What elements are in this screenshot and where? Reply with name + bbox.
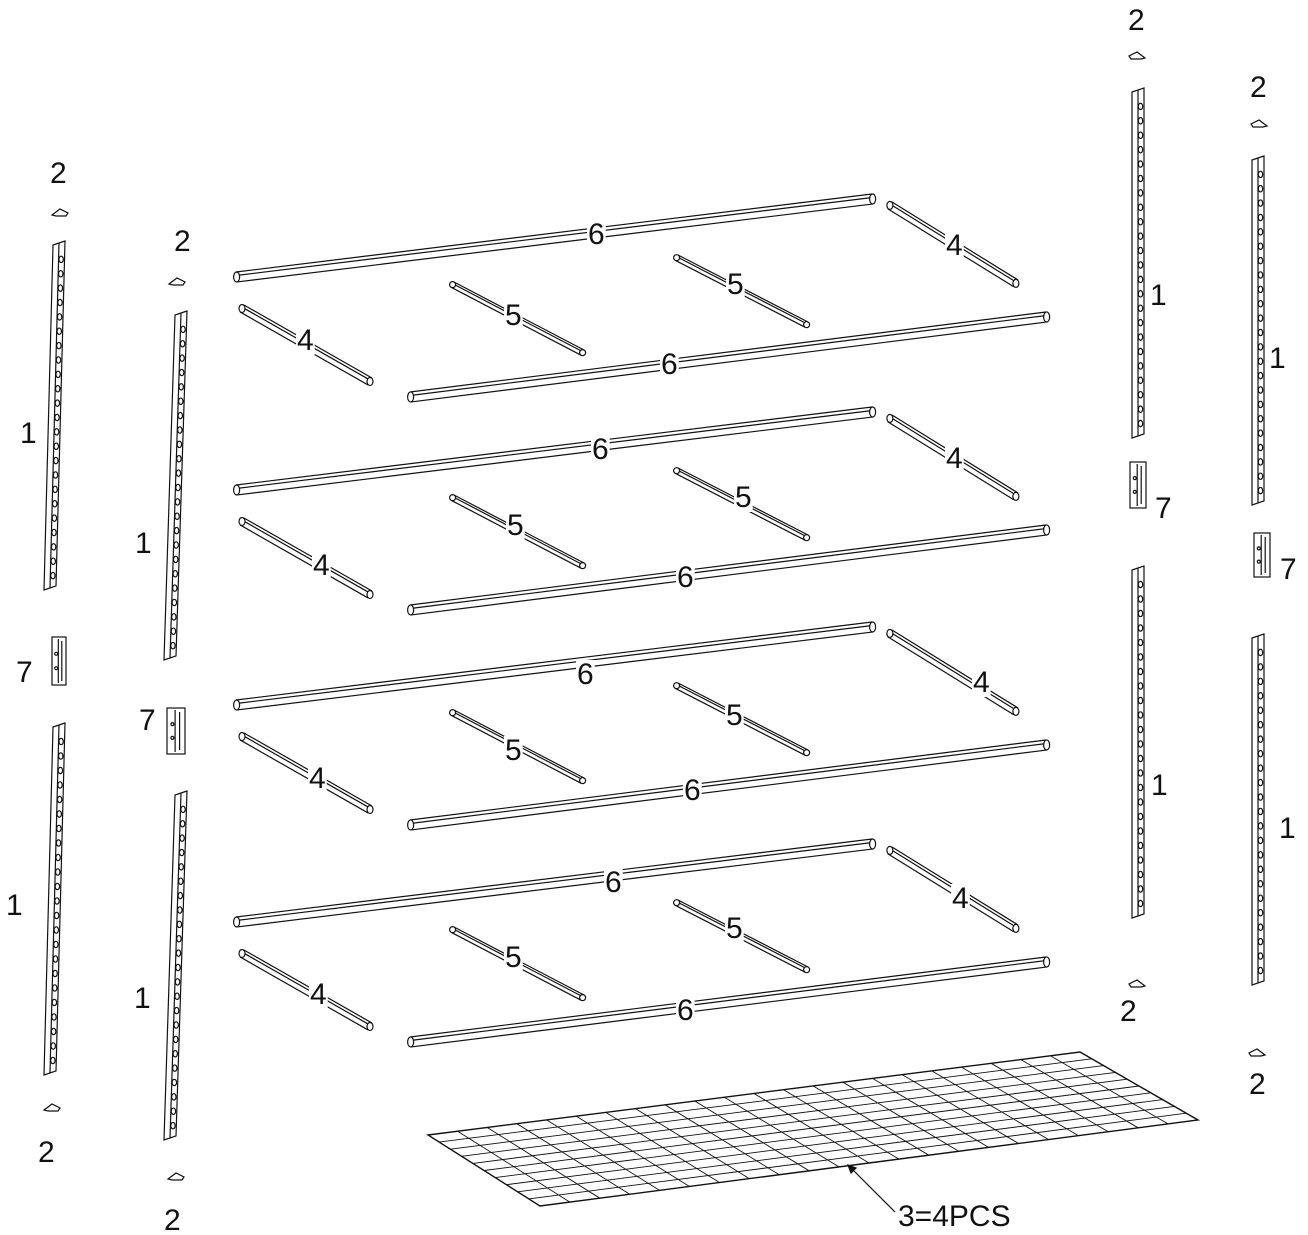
long-beam-front-level-4 (407, 956, 1051, 1048)
label-short-beam-right-level-2: 4 (946, 442, 963, 475)
upright-right-outer-top (1251, 155, 1265, 506)
label-long-beam-front-level-3: 6 (684, 774, 701, 807)
label-long-beam-back-level-4: 6 (605, 866, 622, 899)
label-support-bar-left-level-2: 5 (507, 509, 524, 542)
connector-left-inner (166, 707, 186, 755)
label-long-beam-front-level-1: 6 (661, 348, 678, 381)
label-upright-left-inner-top: 1 (135, 527, 152, 560)
short-beam-left-level-4 (238, 948, 374, 1032)
label-short-beam-right-level-4: 4 (952, 882, 969, 915)
long-beam-back-level-3 (233, 621, 877, 711)
upright-left-outer-top (43, 240, 66, 591)
upright-left-inner-bottom (163, 790, 188, 1141)
long-beam-front-level-1 (407, 311, 1051, 403)
clip-right-inner-top (1128, 51, 1147, 60)
label-upright-right-inner-bottom: 1 (1151, 769, 1168, 802)
label-long-beam-back-level-3: 6 (577, 658, 594, 691)
short-beam-left-level-2 (238, 516, 374, 600)
label-connector-right-inner: 7 (1155, 492, 1172, 525)
upright-right-outer-bottom (1251, 633, 1265, 986)
label-clip-left-inner-bottom: 2 (164, 1204, 181, 1235)
label-long-beam-back-level-2: 6 (592, 433, 609, 466)
short-beam-right-level-3 (886, 628, 1020, 717)
label-clip-right-outer-bottom: 2 (1249, 1068, 1266, 1101)
label-upright-right-inner-top: 1 (1150, 279, 1167, 312)
wire-deck (425, 1051, 1201, 1213)
upright-right-inner-bottom (1131, 565, 1145, 919)
label-support-bar-left-level-1: 5 (505, 299, 522, 332)
label-clip-right-outer-top: 2 (1250, 71, 1267, 104)
label-clip-left-outer-top: 2 (50, 157, 67, 190)
label-connector-left-inner: 7 (139, 704, 156, 737)
label-support-bar-left-level-4: 5 (505, 941, 522, 974)
short-beam-left-level-3 (238, 731, 374, 815)
label-short-beam-right-level-3: 4 (973, 666, 990, 699)
label-connector-right-outer: 7 (1280, 553, 1297, 586)
long-beam-back-level-1 (233, 193, 877, 283)
label-support-bar-left-level-3: 5 (505, 734, 522, 767)
clip-left-outer-bottom (42, 1103, 61, 1112)
label-short-beam-left-level-1: 4 (297, 324, 314, 357)
clip-right-outer-bottom (1248, 1048, 1267, 1057)
clip-right-inner-bottom (1128, 979, 1147, 988)
label-short-beam-right-level-1: 4 (946, 229, 963, 262)
long-beam-front-level-3 (407, 739, 1051, 831)
connector-right-inner (1129, 461, 1147, 509)
long-beam-back-level-2 (233, 406, 877, 496)
label-upright-right-outer-top: 1 (1269, 342, 1286, 375)
label-upright-left-inner-bottom: 1 (134, 982, 151, 1015)
label-wire-deck: 3=4PCS (898, 1200, 1011, 1233)
label-short-beam-left-level-2: 4 (313, 549, 330, 582)
label-long-beam-front-level-4: 6 (677, 994, 694, 1027)
label-upright-right-outer-bottom: 1 (1279, 812, 1296, 845)
label-support-bar-right-level-4: 5 (726, 912, 743, 945)
label-clip-left-inner-top: 2 (174, 225, 191, 258)
label-short-beam-left-level-4: 4 (310, 978, 327, 1011)
clip-left-inner-top (167, 277, 186, 286)
label-clip-right-inner-bottom: 2 (1120, 995, 1137, 1028)
label-support-bar-right-level-1: 5 (727, 268, 744, 301)
clip-right-outer-top (1250, 119, 1269, 128)
long-beam-front-level-2 (407, 524, 1051, 616)
label-clip-left-outer-bottom: 2 (38, 1136, 55, 1169)
label-support-bar-right-level-2: 5 (735, 481, 752, 514)
connector-left-outer (51, 636, 67, 686)
upright-right-inner-top (1131, 87, 1145, 439)
clip-left-outer-top (50, 208, 69, 217)
label-upright-left-outer-bottom: 1 (6, 889, 23, 922)
label-long-beam-front-level-2: 6 (677, 561, 694, 594)
long-beam-back-level-4 (233, 838, 877, 928)
upright-left-outer-bottom (43, 722, 66, 1076)
label-clip-right-inner-top: 2 (1128, 4, 1145, 37)
label-upright-left-outer-top: 1 (20, 417, 37, 450)
label-connector-left-outer: 7 (16, 656, 33, 689)
connector-right-outer (1253, 532, 1271, 578)
upright-left-inner-top (163, 310, 188, 661)
clip-left-inner-bottom (166, 1172, 185, 1181)
label-short-beam-left-level-3: 4 (309, 762, 326, 795)
label-support-bar-right-level-3: 5 (726, 699, 743, 732)
label-long-beam-back-level-1: 6 (588, 218, 605, 251)
